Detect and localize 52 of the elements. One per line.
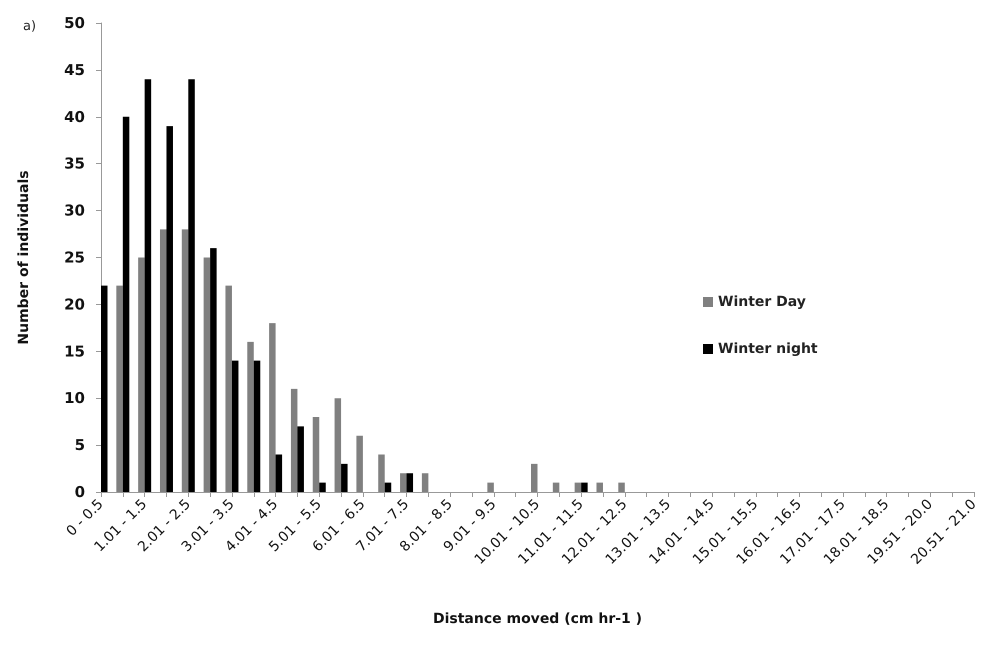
bar [581,482,588,492]
bar [531,464,538,492]
bar [101,286,108,492]
bar [210,248,217,492]
bar [378,454,385,492]
x-axis-title: Distance moved (cm hr-1 ) [432,611,642,627]
bar [204,258,210,492]
bar [138,258,145,492]
y-tick-label: 20 [64,295,85,314]
y-tick-label: 50 [64,14,85,32]
bar [254,360,260,492]
bar [144,79,152,492]
bar [122,116,130,492]
bar [160,229,166,492]
y-axis-title: Number of individuals [16,170,32,345]
bar [247,342,254,492]
legend-label: Winter Day [718,294,806,310]
y-tick-label: 30 [64,202,85,220]
text: a) [23,19,36,34]
bar [618,482,625,492]
bar [487,482,494,492]
bar [334,398,342,492]
y-tick-label: 15 [64,342,85,360]
y-tick-label: 10 [64,389,85,408]
bar [384,482,392,492]
bar [356,436,363,492]
legend-label: Winter night [718,341,818,357]
bar [596,482,603,492]
y-tick-label: 40 [64,108,85,126]
bar [290,388,298,492]
y-tick-label: 5 [74,436,85,454]
bar [552,482,560,492]
bar [232,360,238,492]
bar [269,323,276,492]
bar [116,286,123,492]
bar [422,473,428,492]
bar [166,126,173,492]
bar [319,482,326,492]
y-tick-label: 0 [74,483,85,501]
y-tick-label: 45 [64,60,85,79]
bar [312,416,320,492]
bar [574,482,582,492]
bar [297,426,304,492]
bar [182,229,188,492]
y-tick-label: 25 [64,248,85,266]
bar [276,454,282,492]
bar [188,79,195,492]
y-tick-label: 35 [64,154,85,173]
bar [341,464,348,492]
bar [225,286,232,492]
bar [406,473,414,492]
bar [400,473,407,492]
